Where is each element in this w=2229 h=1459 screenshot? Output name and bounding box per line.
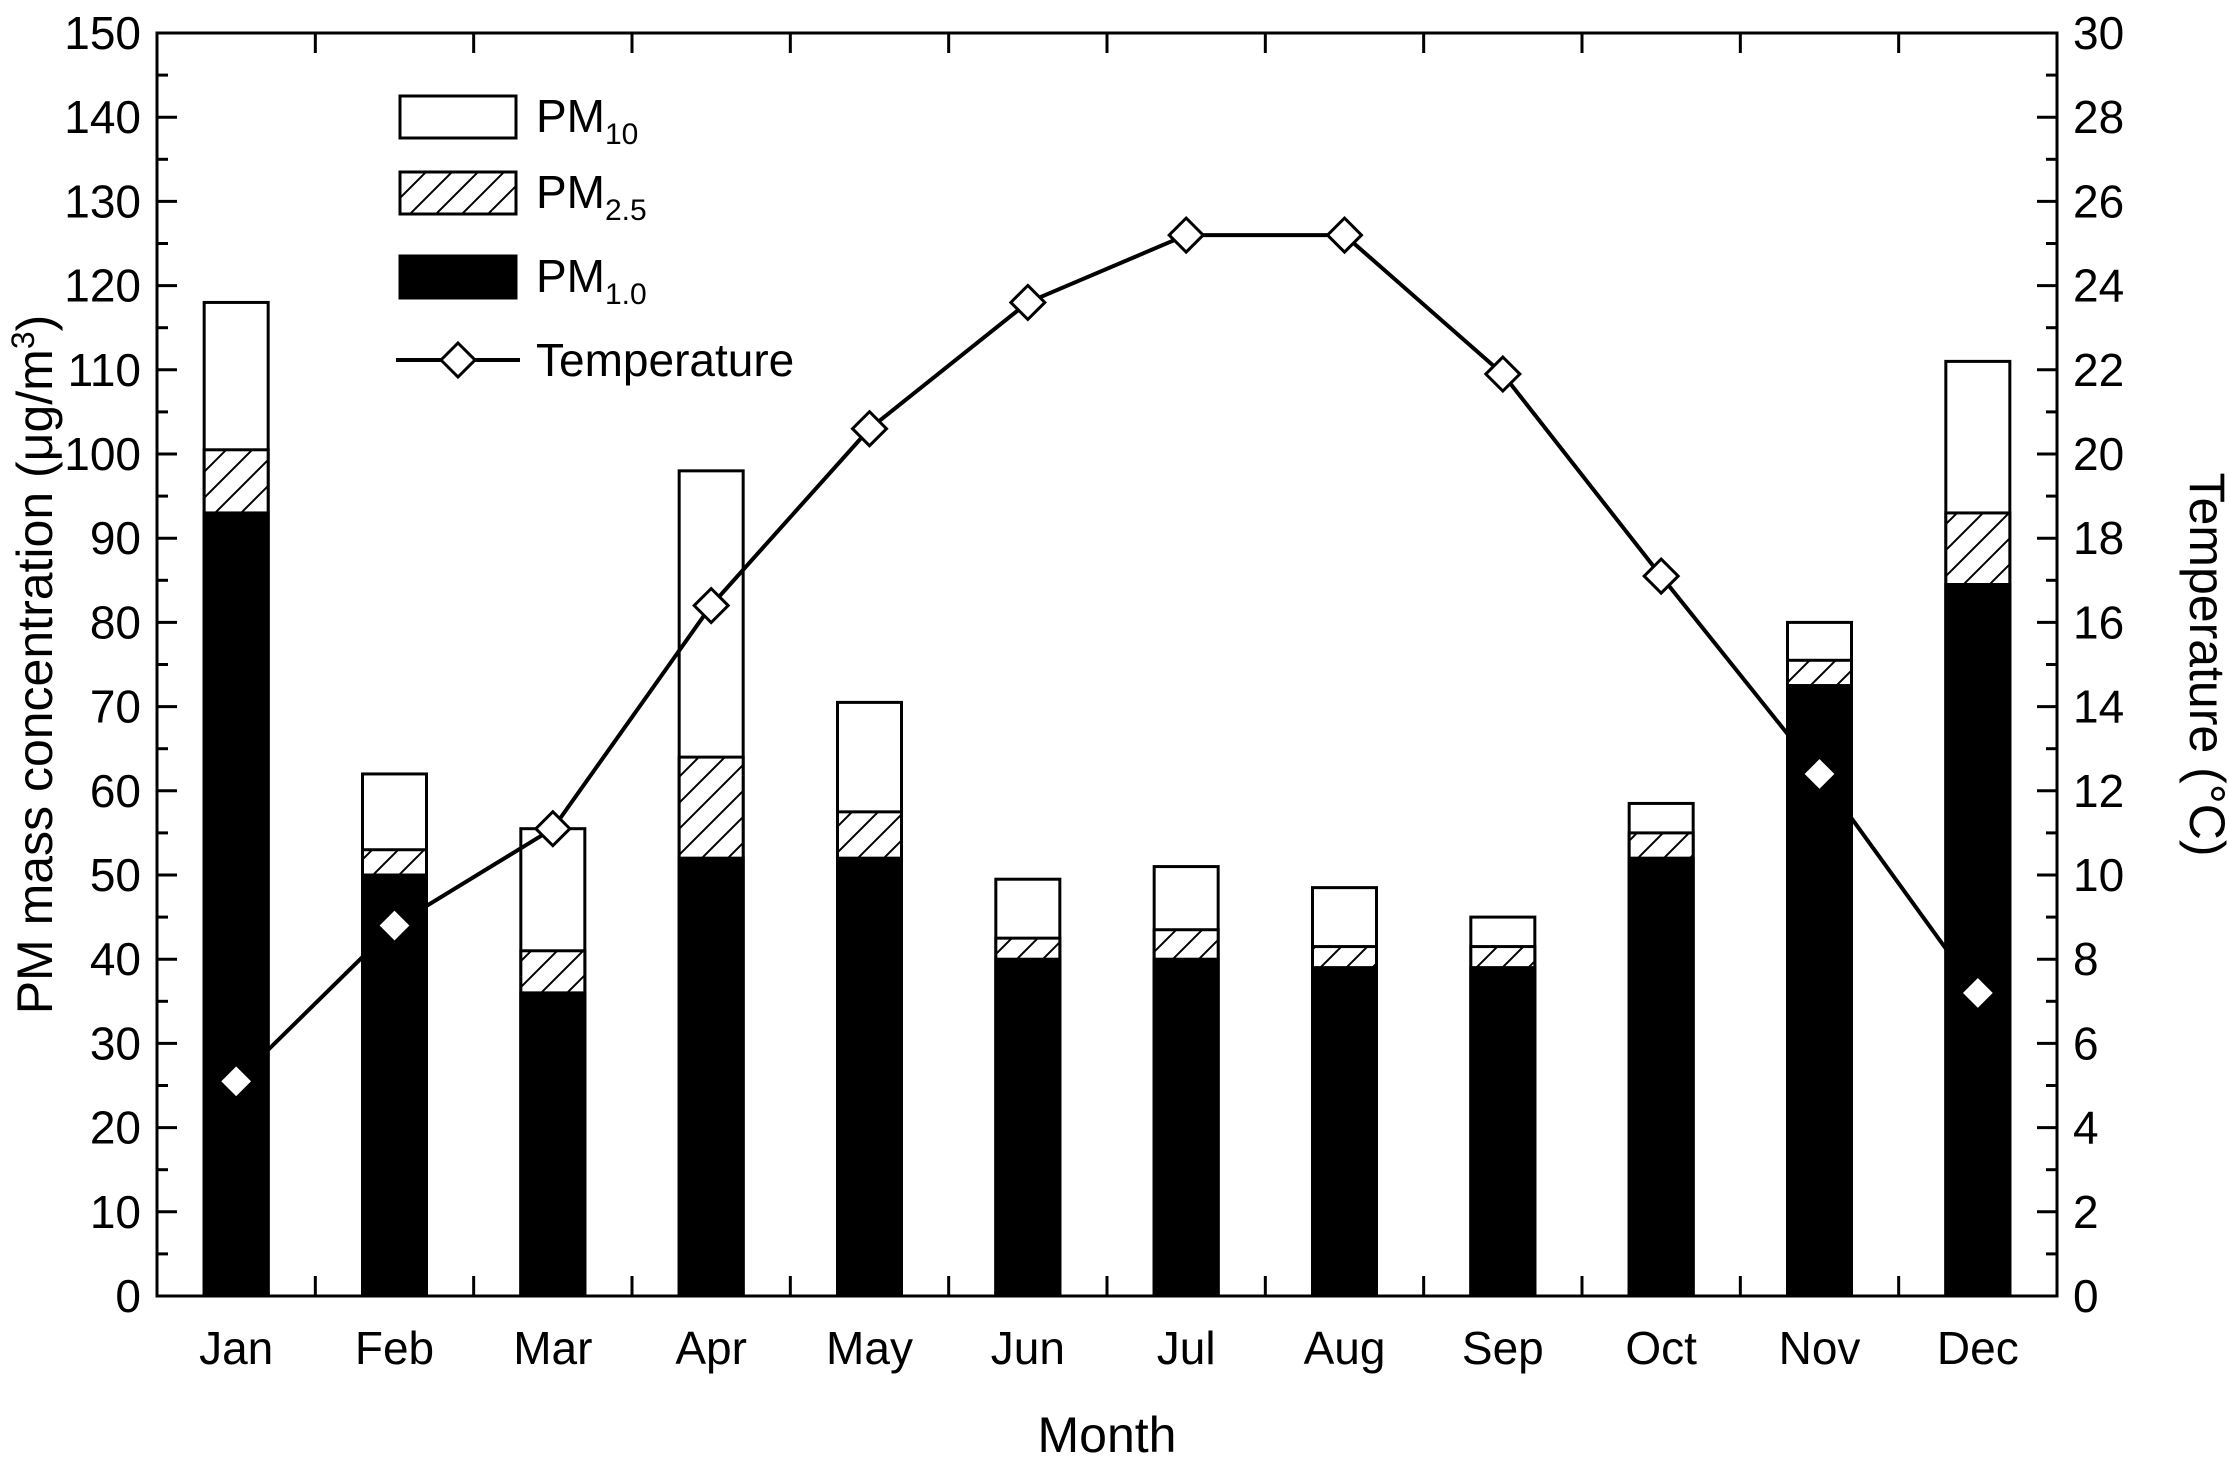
y-tick-label-120: 120 <box>64 260 141 312</box>
left-axis: 0 10 20 30 40 50 60 70 80 90 100 110 120 130 140 150 <box>64 7 177 1322</box>
y-tick-label-90: 90 <box>90 512 141 564</box>
y-tick-label-40: 40 <box>90 933 141 985</box>
y-tick-label-10: 10 <box>90 1186 141 1238</box>
y2-tick-label-28: 28 <box>2073 91 2124 143</box>
legend-swatch-pm1 <box>398 254 518 300</box>
y2-tick-label-6: 6 <box>2073 1017 2099 1069</box>
bar-pm1-aug <box>1311 966 1378 1298</box>
temperature-line <box>234 233 1980 1083</box>
bar-pm1-may <box>836 856 903 1298</box>
y2-axis-title-unit: °C <box>2179 784 2229 840</box>
temperature-marker-apr <box>692 586 731 625</box>
bar-pm1-jun <box>994 957 1062 1298</box>
y-axis-title-main: PM mass concentration ( <box>7 461 63 1014</box>
temperature-marker-aug <box>1325 215 1364 255</box>
y-tick-label-0: 0 <box>115 1270 141 1322</box>
x-tick-label-sep: Sep <box>1462 1322 1544 1374</box>
legend: PM10 PM2.5 PM1.0 Temperature <box>396 90 794 386</box>
x-tick-label-feb: Feb <box>355 1322 434 1374</box>
y-tick-label-130: 130 <box>64 175 141 227</box>
bar-pm1-jan <box>202 511 270 1298</box>
y2-axis-title-close: ) <box>2179 840 2229 857</box>
temperature-marker-jul <box>1167 215 1206 255</box>
legend-marker-temperature <box>438 340 478 380</box>
bars-layer <box>202 300 2012 1298</box>
y2-tick-label-26: 26 <box>2073 175 2124 227</box>
y-tick-label-110: 110 <box>68 344 141 396</box>
y-tick-label-100: 100 <box>64 428 141 480</box>
y-axis-title-sup: 3 <box>5 331 41 349</box>
x-tick-label-may: May <box>826 1322 913 1374</box>
y2-tick-label-22: 22 <box>2073 344 2124 396</box>
y2-tick-label-16: 16 <box>2073 596 2124 648</box>
bar-pm1-apr <box>677 856 745 1298</box>
y-tick-label-70: 70 <box>90 681 141 733</box>
x-tick-label-dec: Dec <box>1937 1322 2019 1374</box>
x-tick-label-jan: Jan <box>199 1322 273 1374</box>
y-tick-label-20: 20 <box>90 1102 141 1154</box>
bar-pm1-jul <box>1152 957 1220 1298</box>
x-tick-label-apr: Apr <box>675 1322 747 1374</box>
legend-swatch-pm10 <box>398 94 518 140</box>
y2-tick-label-4: 4 <box>2073 1102 2099 1154</box>
temperature-marker-mar <box>533 809 572 848</box>
y2-tick-label-0: 0 <box>2073 1270 2099 1322</box>
plot-frame <box>155 31 2059 1298</box>
y2-tick-label-2: 2 <box>2073 1186 2099 1238</box>
y-tick-label-80: 80 <box>90 596 141 648</box>
x-tick-label-nov: Nov <box>1779 1322 1861 1374</box>
y2-tick-label-14: 14 <box>2073 681 2124 733</box>
x-tick-label-jun: Jun <box>991 1322 1065 1374</box>
x-tick-label-mar: Mar <box>513 1322 592 1374</box>
y-tick-label-60: 60 <box>90 765 141 817</box>
y2-tick-label-24: 24 <box>2073 260 2124 312</box>
y2-axis-title: Temperature (°C) <box>2179 473 2229 857</box>
temperature-marker-sep <box>1483 354 1522 394</box>
x-axis: Jan Feb Mar Apr May Jun Jul Aug Sep Oct Nov Dec <box>155 33 2059 1374</box>
legend-swatch-pm25 <box>398 170 518 216</box>
bar-pm1-mar <box>519 991 587 1298</box>
temperature-marker-jun <box>1008 283 1047 322</box>
y2-tick-label-18: 18 <box>2073 512 2124 564</box>
y-tick-label-140: 140 <box>64 91 141 143</box>
bar-pm1-oct <box>1627 856 1695 1298</box>
y-axis-title-close: ) <box>7 315 63 332</box>
legend-label-pm1: PM1.0 <box>536 250 647 311</box>
y2-tick-label-10: 10 <box>2073 849 2124 901</box>
legend-label-temperature: Temperature <box>536 334 794 386</box>
x-tick-label-jul: Jul <box>1157 1322 1216 1374</box>
temperature-marker-jan <box>217 1062 256 1101</box>
y2-axis-title-main: Temperature ( <box>2179 473 2229 785</box>
legend-label-pm10: PM10 <box>536 90 638 151</box>
x-tick-label-aug: Aug <box>1304 1322 1386 1374</box>
y-tick-label-150: 150 <box>64 7 141 59</box>
temperature-marker-feb <box>375 906 414 945</box>
temperature-marker-nov <box>1800 754 1839 794</box>
bar-pm1-dec <box>1944 583 2012 1298</box>
x-tick-label-oct: Oct <box>1625 1322 1697 1374</box>
y2-tick-label-20: 20 <box>2073 428 2124 480</box>
y-axis-title: PM mass concentration (μg/m3) <box>5 315 63 1015</box>
bar-pm1-sep <box>1469 966 1537 1298</box>
temperature-marker-dec <box>1958 973 1997 1013</box>
temperature-marker-oct <box>1642 556 1681 596</box>
temperature-line-layer <box>217 215 1997 1101</box>
x-axis-title: Month <box>1038 1407 1177 1459</box>
y2-tick-label-12: 12 <box>2073 765 2124 817</box>
y-tick-label-50: 50 <box>90 849 141 901</box>
y-tick-label-30: 30 <box>90 1017 141 1069</box>
temperature-marker-may <box>850 409 889 448</box>
legend-label-pm25: PM2.5 <box>536 166 647 227</box>
y-axis-title-unit: μg/m <box>7 349 63 461</box>
y2-tick-label-8: 8 <box>2073 933 2099 985</box>
y2-tick-label-30: 30 <box>2073 7 2124 59</box>
